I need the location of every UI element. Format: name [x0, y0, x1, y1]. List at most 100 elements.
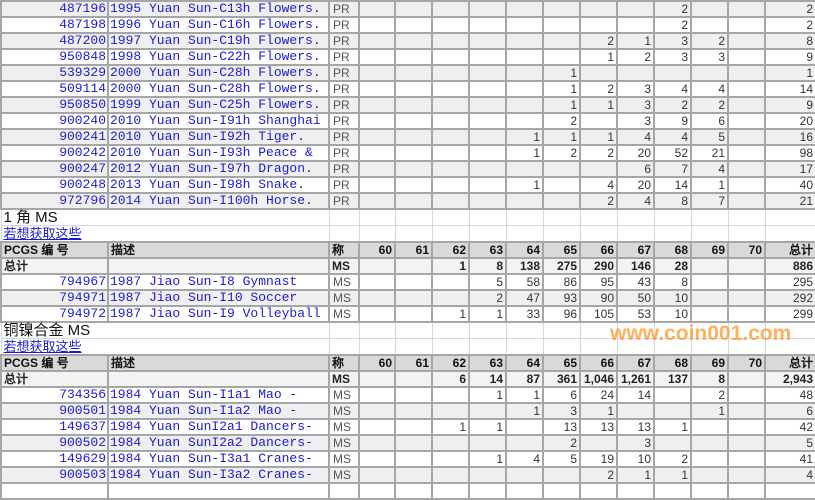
coin-description-link[interactable] [107, 482, 330, 500]
pcgs-id-link[interactable]: 972796 [0, 192, 109, 210]
pcgs-id-link[interactable]: 950848 [0, 48, 109, 66]
count-64 [505, 112, 544, 130]
pcgs-id-link[interactable]: 539329 [0, 64, 109, 82]
coin-description-link[interactable]: 2000 Yuan Sun-C28h Flowers. [107, 64, 330, 82]
pcgs-id-link[interactable]: 734356 [0, 386, 109, 404]
count-63 [468, 0, 507, 18]
count-68: 4 [653, 128, 692, 146]
pcgs-id-link[interactable]: 900242 [0, 144, 109, 162]
empty-cell [542, 321, 581, 339]
pcgs-id-link[interactable]: 149629 [0, 450, 109, 468]
coin-description-link[interactable]: 1984 Yuan SunI2a2 Dancers- [107, 434, 330, 452]
coin-description-link[interactable]: 1987 Jiao Sun-I9 Volleyball [107, 305, 330, 323]
count-69: 1 [690, 176, 729, 194]
section-title-row: 1 角 MS [0, 208, 815, 226]
header-total: 总计 [764, 241, 815, 259]
coin-description-link[interactable]: 2014 Yuan Sun-I100h Horse. [107, 192, 330, 210]
count-67: 50 [616, 289, 655, 307]
empty-cell [505, 482, 544, 500]
count-68 [653, 64, 692, 82]
pcgs-id-link[interactable] [0, 482, 109, 500]
coin-description-link[interactable]: 1984 Yuan Sun-I3a2 Cranes- [107, 466, 330, 484]
coin-description-link[interactable]: 1995 Yuan Sun-C13h Flowers. [107, 0, 330, 18]
total-count-66: 290 [579, 257, 618, 275]
header-grade-61: 61 [394, 241, 433, 259]
coin-description-link[interactable]: 2013 Yuan Sun-I98h Snake. [107, 176, 330, 194]
pcgs-id-link[interactable]: 900501 [0, 402, 109, 420]
coin-description-link[interactable]: 1984 Yuan SunI2a1 Dancers- [107, 418, 330, 436]
empty-cell [358, 208, 396, 226]
pcgs-id-link[interactable]: 900248 [0, 176, 109, 194]
pcgs-id-link[interactable]: 794972 [0, 305, 109, 323]
count-65: 86 [542, 273, 581, 291]
count-67: 6 [616, 160, 655, 178]
total-sum: 2,943 [764, 370, 815, 388]
section-title: 1 角 MS [0, 208, 330, 226]
pcgs-id-link[interactable]: 149637 [0, 418, 109, 436]
pcgs-id-link[interactable]: 950850 [0, 96, 109, 114]
coin-description-link[interactable]: 1987 Jiao Sun-I10 Soccer [107, 289, 330, 307]
coin-description-link[interactable]: 2000 Yuan Sun-C28h Flowers. [107, 80, 330, 98]
coin-description-link[interactable]: 1984 Yuan Sun-I1a2 Mao - [107, 402, 330, 420]
count-65 [542, 192, 581, 210]
pcgs-id-link[interactable]: 794967 [0, 273, 109, 291]
empty-cell [616, 338, 655, 356]
count-68: 14 [653, 176, 692, 194]
coin-description-link[interactable]: 2010 Yuan Sun-I91h Shanghai [107, 112, 330, 130]
total-count-60 [358, 257, 396, 275]
header-grade-67: 67 [616, 354, 655, 372]
coin-description-link[interactable]: 2012 Yuan Sun-I97h Dragon. [107, 160, 330, 178]
table-row: 900502 1984 Yuan SunI2a2 Dancers- MS 2 3 5 [0, 434, 815, 452]
count-66: 1 [579, 128, 618, 146]
pcgs-id-link[interactable]: 900502 [0, 434, 109, 452]
coin-description-link[interactable]: 1984 Yuan Sun-I1a1 Mao - [107, 386, 330, 404]
count-60 [358, 450, 396, 468]
count-70 [727, 402, 766, 420]
count-60 [358, 112, 396, 130]
coin-description-link[interactable]: 2010 Yuan Sun-I93h Peace & [107, 144, 330, 162]
coin-description-link[interactable]: 1997 Yuan Sun-C19h Flowers. [107, 32, 330, 50]
count-61 [394, 289, 433, 307]
count-63: 1 [468, 305, 507, 323]
empty-cell [394, 225, 433, 243]
pcgs-id-link[interactable]: 487196 [0, 0, 109, 18]
pcgs-id-link[interactable]: 900240 [0, 112, 109, 130]
pcgs-id-link[interactable]: 794971 [0, 289, 109, 307]
count-69 [690, 273, 729, 291]
count-64 [505, 418, 544, 436]
header-total: 总计 [764, 354, 815, 372]
pcgs-id-link[interactable]: 900503 [0, 466, 109, 484]
section-link[interactable]: 若想获取这些 [0, 338, 330, 356]
total-count-65: 275 [542, 257, 581, 275]
empty-cell [727, 208, 766, 226]
count-64 [505, 16, 544, 34]
count-64 [505, 96, 544, 114]
empty-cell [431, 225, 470, 243]
pcgs-id-link[interactable]: 900241 [0, 128, 109, 146]
coin-description-link[interactable]: 2010 Yuan Sun-I92h Tiger. [107, 128, 330, 146]
count-65 [542, 16, 581, 34]
count-60 [358, 128, 396, 146]
grade-type: PR [328, 176, 360, 194]
coin-description-link[interactable]: 1998 Yuan Sun-C22h Flowers. [107, 48, 330, 66]
coin-description-link[interactable]: 1984 Yuan Sun-I3a1 Cranes- [107, 450, 330, 468]
header-grade: 称 [328, 241, 360, 259]
count-67 [616, 402, 655, 420]
pcgs-id-link[interactable]: 900247 [0, 160, 109, 178]
pcgs-id-link[interactable]: 487198 [0, 16, 109, 34]
table-header-row: PCGS 编 号描述称 60 61 62 63 64 65 66 67 68 69 70 总计 [0, 241, 815, 259]
header-grade-65: 65 [542, 354, 581, 372]
empty-cell [431, 482, 470, 500]
pcgs-id-link[interactable]: 509114 [0, 80, 109, 98]
coin-description-link[interactable]: 1999 Yuan Sun-C25h Flowers. [107, 96, 330, 114]
coin-description-link[interactable]: 1996 Yuan Sun-C16h Flowers. [107, 16, 330, 34]
coin-description-link[interactable]: 1987 Jiao Sun-I8 Gymnast [107, 273, 330, 291]
count-67: 43 [616, 273, 655, 291]
section-link[interactable]: 若想获取这些 [0, 225, 330, 243]
header-grade-62: 62 [431, 241, 470, 259]
count-70 [727, 176, 766, 194]
empty-cell [579, 482, 618, 500]
pcgs-id-link[interactable]: 487200 [0, 32, 109, 50]
count-60 [358, 176, 396, 194]
